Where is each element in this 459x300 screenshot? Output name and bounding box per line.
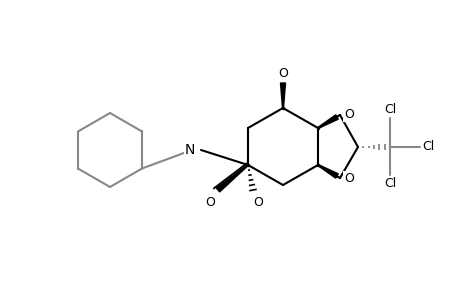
Polygon shape [317, 165, 337, 178]
Text: Cl: Cl [421, 140, 433, 154]
Text: O: O [277, 67, 287, 80]
Text: Cl: Cl [383, 103, 395, 116]
Polygon shape [317, 115, 337, 128]
Text: O: O [343, 172, 353, 184]
Polygon shape [216, 165, 248, 192]
Text: N: N [184, 143, 195, 157]
Polygon shape [280, 83, 285, 108]
Text: O: O [205, 196, 214, 209]
Text: O: O [343, 109, 353, 122]
Text: Cl: Cl [383, 177, 395, 190]
Text: O: O [252, 196, 263, 209]
